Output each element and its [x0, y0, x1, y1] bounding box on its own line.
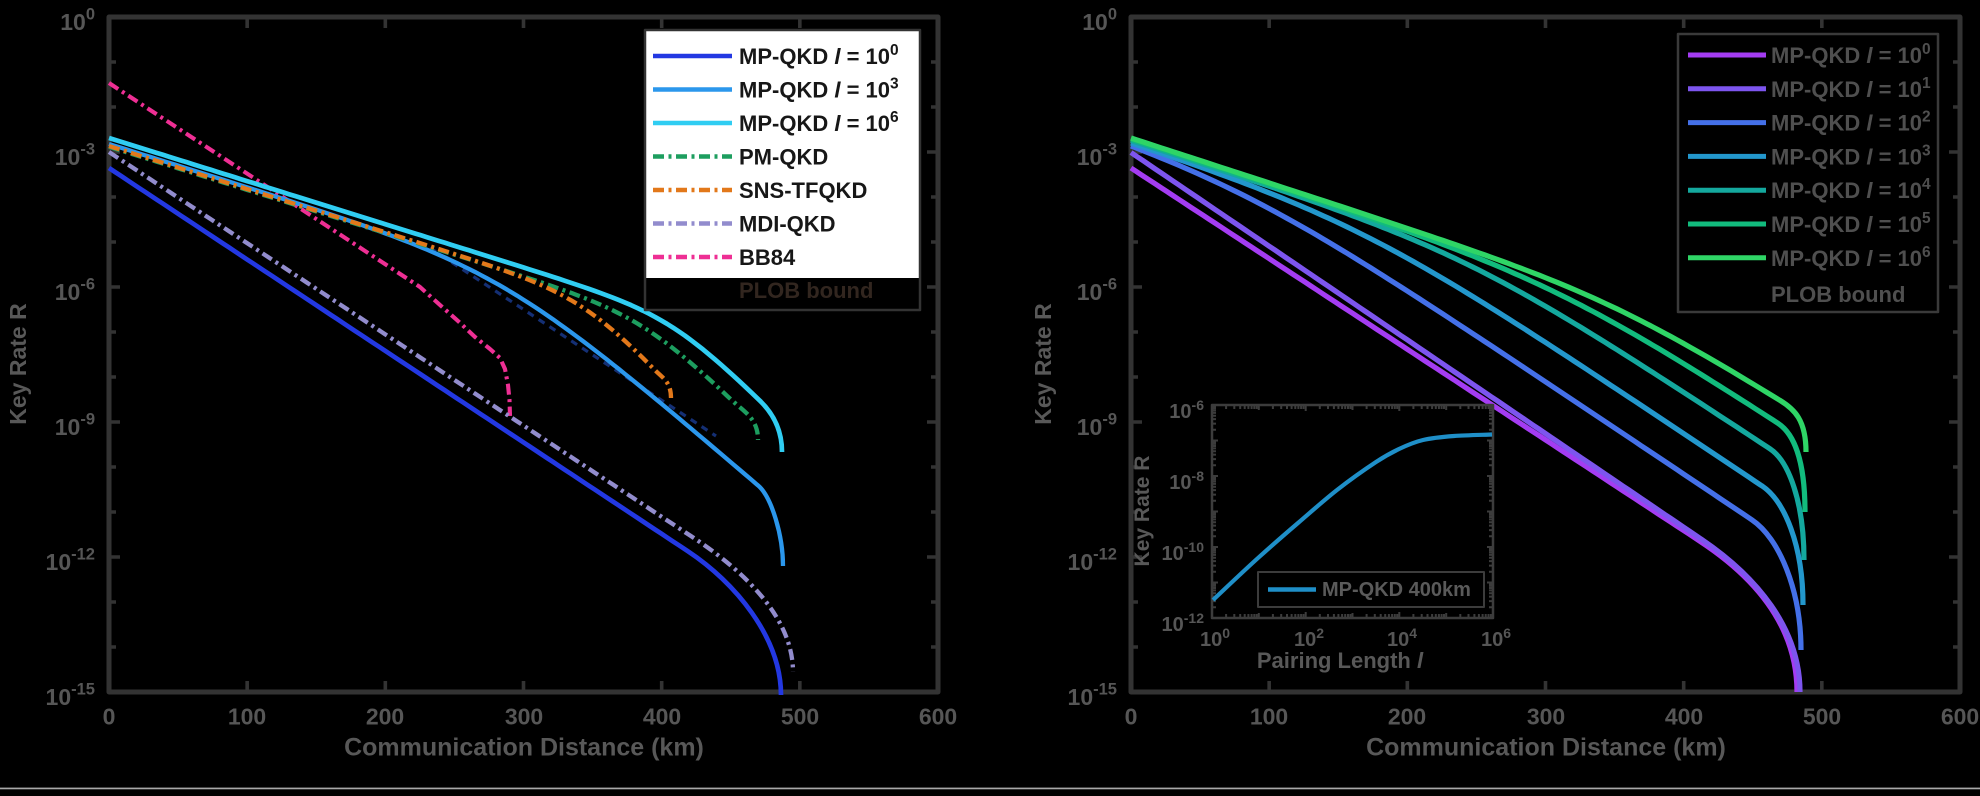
svg-text:MP-QKD l = 100: MP-QKD l = 100: [739, 42, 899, 69]
svg-text:MDI-QKD: MDI-QKD: [739, 212, 836, 237]
svg-text:PLOB bound: PLOB bound: [1771, 282, 1905, 307]
svg-text:MP-QKD l = 106: MP-QKD l = 106: [1771, 244, 1931, 271]
svg-text:MP-QKD l = 106: MP-QKD l = 106: [739, 109, 899, 136]
svg-text:10-6: 10-6: [1169, 397, 1204, 423]
svg-text:100: 100: [60, 6, 95, 36]
svg-text:MP-QKD l = 102: MP-QKD l = 102: [1771, 109, 1931, 136]
svg-text:MP-QKD l = 103: MP-QKD l = 103: [739, 76, 899, 103]
svg-text:MP-QKD l = 100: MP-QKD l = 100: [1771, 41, 1931, 68]
svg-text:Communication Distance (km): Communication Distance (km): [1366, 734, 1726, 762]
svg-text:400: 400: [1665, 704, 1703, 730]
svg-text:10-12: 10-12: [1162, 610, 1205, 636]
svg-text:PM-QKD: PM-QKD: [739, 145, 828, 170]
svg-text:200: 200: [1388, 704, 1426, 730]
svg-text:10-3: 10-3: [1077, 141, 1117, 171]
svg-text:MP-QKD 400km: MP-QKD 400km: [1322, 579, 1471, 601]
svg-text:MP-QKD l = 105: MP-QKD l = 105: [1771, 210, 1931, 237]
svg-text:400: 400: [643, 704, 681, 730]
svg-text:Pairing Length l: Pairing Length l: [1257, 648, 1424, 673]
svg-text:BB84: BB84: [739, 245, 796, 270]
svg-text:300: 300: [505, 704, 543, 730]
svg-text:0: 0: [1125, 704, 1138, 730]
svg-text:500: 500: [1803, 704, 1841, 730]
svg-text:500: 500: [781, 704, 819, 730]
svg-text:Key Rate R: Key Rate R: [5, 303, 31, 425]
svg-text:10-3: 10-3: [55, 141, 95, 171]
svg-text:0: 0: [103, 704, 116, 730]
svg-text:10-6: 10-6: [55, 276, 95, 306]
svg-text:600: 600: [919, 704, 957, 730]
svg-text:SNS-TFQKD: SNS-TFQKD: [739, 178, 867, 203]
svg-text:100: 100: [1250, 704, 1288, 730]
svg-text:MP-QKD l = 103: MP-QKD l = 103: [1771, 142, 1931, 169]
svg-text:PLOB bound: PLOB bound: [739, 278, 873, 303]
svg-text:10-15: 10-15: [46, 681, 95, 711]
svg-text:10-15: 10-15: [1068, 681, 1117, 711]
svg-text:MP-QKD l = 101: MP-QKD l = 101: [1771, 75, 1931, 102]
svg-text:200: 200: [366, 704, 404, 730]
svg-text:600: 600: [1941, 704, 1979, 730]
svg-text:100: 100: [228, 704, 266, 730]
svg-text:300: 300: [1527, 704, 1565, 730]
svg-text:MP-QKD l = 104: MP-QKD l = 104: [1771, 176, 1931, 203]
svg-text:Key Rate R: Key Rate R: [1030, 303, 1056, 425]
svg-text:Key Rate R: Key Rate R: [1131, 456, 1154, 567]
svg-text:Communication Distance (km): Communication Distance (km): [344, 734, 704, 762]
